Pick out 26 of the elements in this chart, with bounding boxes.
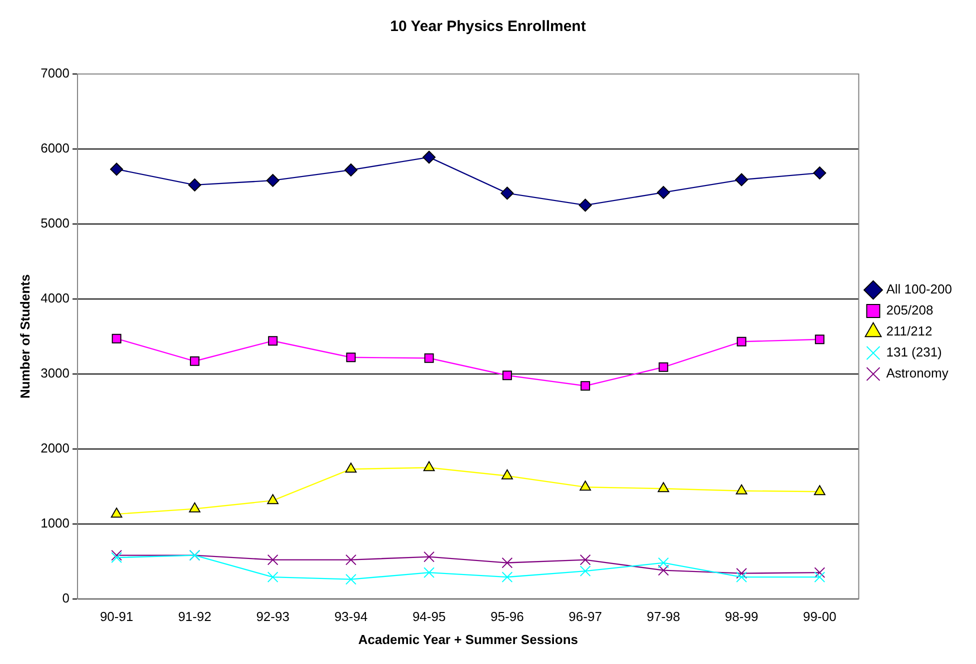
y-axis-title: Number of Students bbox=[17, 274, 32, 399]
x-tick-label: 98-99 bbox=[724, 609, 758, 624]
y-tick-label: 4000 bbox=[40, 290, 70, 306]
y-tick-label: 6000 bbox=[40, 140, 70, 156]
chart-title: 10 Year Physics Enrollment bbox=[390, 18, 586, 36]
x-tick-label: 91-92 bbox=[178, 609, 212, 624]
legend-label: All 100-200 bbox=[886, 282, 952, 297]
x-tick-label: 96-97 bbox=[568, 609, 602, 624]
y-tick-label: 2000 bbox=[40, 440, 70, 456]
legend-label: Astronomy bbox=[886, 366, 949, 381]
legend-label: 205/208 bbox=[886, 302, 934, 318]
x-tick-label: 94-95 bbox=[412, 609, 446, 624]
x-tick-label: 90-91 bbox=[100, 609, 134, 624]
y-tick-label: 1000 bbox=[40, 515, 70, 530]
x-tick-label: 92-93 bbox=[256, 609, 290, 624]
y-tick-label: 3000 bbox=[40, 365, 70, 380]
y-tick-label: 7000 bbox=[40, 66, 70, 81]
legend-label: 211/212 bbox=[886, 324, 932, 339]
y-tick-label: 5000 bbox=[40, 216, 70, 231]
x-tick-label: 95-96 bbox=[490, 609, 524, 624]
x-tick-label: 97-98 bbox=[646, 609, 680, 624]
y-tick-label: 0 bbox=[62, 590, 70, 606]
x-tick-label: 99-00 bbox=[803, 609, 836, 624]
legend-label: 131 (231) bbox=[886, 344, 942, 360]
x-axis-title: Academic Year + Summer Sessions bbox=[358, 632, 578, 647]
x-tick-label: 93-94 bbox=[334, 609, 368, 624]
